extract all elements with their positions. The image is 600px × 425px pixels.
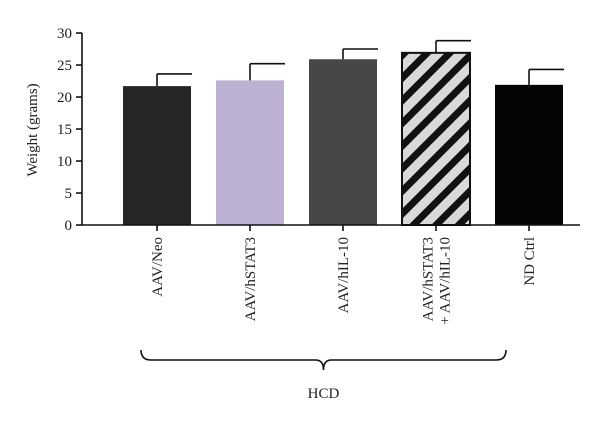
x-category-label: AAV/hSTAT3 <box>421 237 437 321</box>
x-category-label: + AAV/hIL-10 <box>438 237 454 325</box>
x-category-label: AAV/hIL-10 <box>336 237 352 313</box>
bar-3 <box>309 59 377 225</box>
error-bar-2 <box>249 62 285 81</box>
x-category-label: AAV/hSTAT3 <box>243 237 259 321</box>
y-tick-label: 20 <box>57 90 72 106</box>
y-tick-label: 30 <box>57 26 72 42</box>
x-category-label: ND Ctrl <box>522 237 538 286</box>
y-tick-label: 25 <box>57 58 72 74</box>
error-bar-4 <box>435 39 471 53</box>
group-bracket <box>140 349 507 371</box>
y-tick-label: 10 <box>57 154 72 170</box>
bar-1 <box>123 86 191 226</box>
error-bar-5 <box>528 68 564 85</box>
bar-5 <box>495 84 563 225</box>
group-bracket-label: HCD <box>308 386 340 402</box>
bar-4 <box>401 51 471 227</box>
y-axis-label: Weight (grams) <box>25 83 41 176</box>
y-tick-label: 15 <box>57 122 72 138</box>
error-bar-1 <box>156 73 192 87</box>
y-tick-label: 0 <box>65 218 73 234</box>
x-category-label: AAV/Neo <box>150 237 166 297</box>
y-tick-label: 5 <box>65 186 73 202</box>
error-bar-3 <box>342 48 378 60</box>
bar-2 <box>216 80 284 225</box>
